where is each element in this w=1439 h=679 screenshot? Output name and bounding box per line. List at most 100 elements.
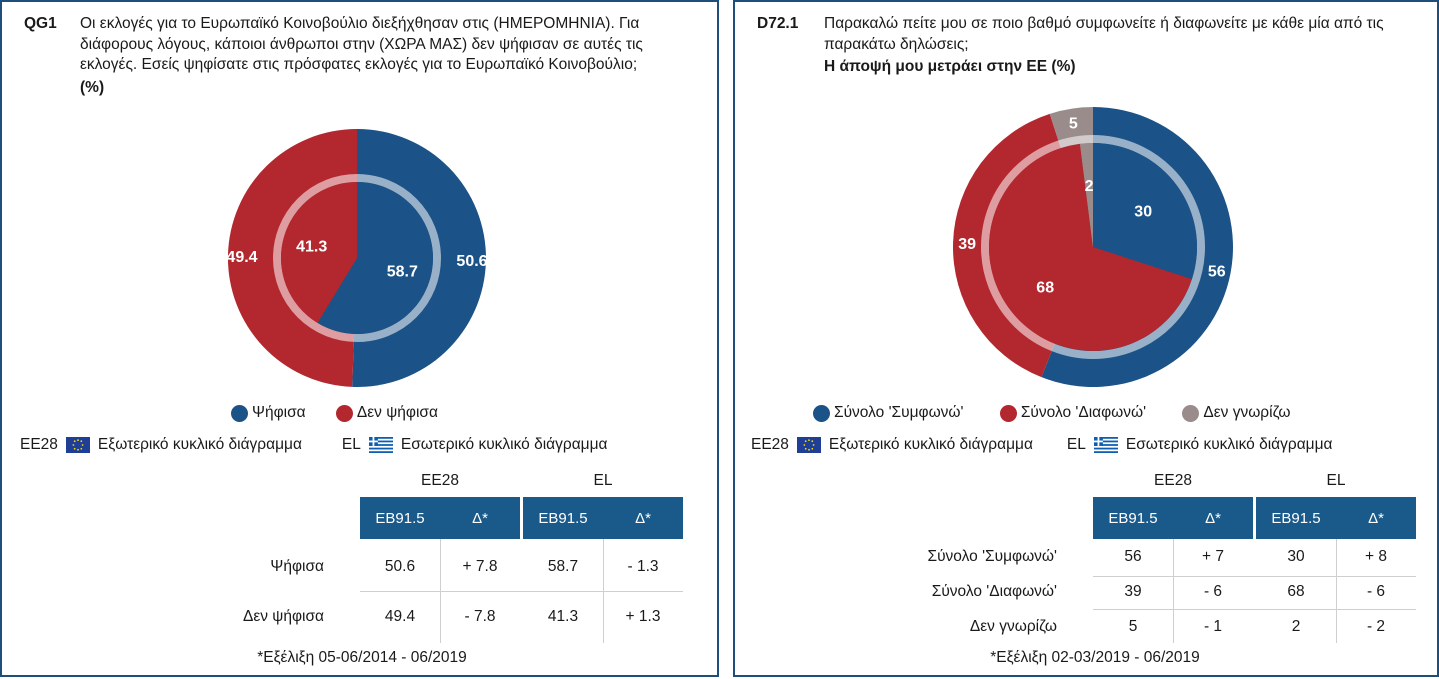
legend-item: Ψήφισα — [231, 404, 306, 422]
column-header: EB91.5 — [1271, 509, 1321, 527]
table-cell: - 1.3 — [627, 558, 659, 575]
table-cell: - 2 — [1366, 618, 1386, 635]
question-text: Οι εκλογές για το Ευρωπαϊκό Κοινοβούλιο … — [80, 14, 692, 98]
table-header: EB91.5 Δ* — [1256, 497, 1416, 539]
table-header: EB91.5 Δ* — [360, 497, 520, 539]
data-label: 49.4 — [226, 249, 257, 266]
column-header: Δ* — [472, 509, 488, 527]
table-cell: 58.7 — [547, 558, 579, 575]
table-divider — [1093, 576, 1416, 577]
inner-pie-slice — [1079, 143, 1093, 247]
legend-swatch — [999, 404, 1017, 422]
pie-chart: 50.6 49.4 58.7 41.3 — [226, 128, 488, 387]
table-group-title: EE28 — [421, 472, 459, 489]
data-label: 2 — [1085, 178, 1094, 195]
column-header: Δ* — [635, 509, 651, 527]
question-code: D72.1 — [757, 15, 799, 32]
table-cell: - 6 — [1366, 583, 1386, 600]
greece-flag-icon — [368, 437, 393, 453]
table-divider — [1336, 539, 1337, 643]
footnote: *Εξέλιξη 05-06/2014 - 06/2019 — [257, 649, 467, 666]
chart-subtitle: Η άποψή μου μετράει στην ΕΕ (%) — [824, 58, 1076, 75]
table-row-label: Δεν γνωρίζω — [969, 618, 1057, 635]
footnote: *Εξέλιξη 02-03/2019 - 06/2019 — [990, 649, 1200, 666]
inner-pie-slice — [317, 182, 433, 334]
question-body: Οι εκλογές για το Ευρωπαϊκό Κοινοβούλιο … — [80, 15, 643, 73]
column-header: Δ* — [1205, 509, 1221, 527]
legend-label: Σύνολο 'Συμφωνώ' — [834, 404, 964, 421]
inner-pie-slice — [1093, 143, 1198, 280]
table-row-label: Ψήφισα — [270, 558, 324, 575]
inner-ring-code: EL — [1066, 436, 1086, 453]
legend-item: Δεν ψήφισα — [335, 404, 438, 422]
legend-swatch — [335, 404, 353, 422]
table-row-label: Δεν ψήφισα — [242, 608, 324, 625]
table-cell: 41.3 — [547, 608, 579, 625]
table-cell: 39 — [1124, 583, 1142, 600]
legend-label: Σύνολο 'Διαφωνώ' — [1020, 404, 1147, 421]
legend-swatch — [231, 404, 248, 422]
table-cell: 68 — [1287, 583, 1305, 600]
table-divider — [1093, 609, 1416, 610]
ring-separator — [981, 135, 1205, 359]
table-cell: - 1 — [1203, 618, 1223, 635]
ring-key: EE28 Εξωτερικό κυκλικό διάγραμμα EL Εσωτ… — [20, 436, 607, 454]
data-label: 41.3 — [296, 238, 327, 255]
chart-panel-opinion: D72.1 Παρακαλώ πείτε μου σε ποιο βαθμό σ… — [733, 0, 1439, 677]
data-label: 58.7 — [387, 264, 418, 281]
column-header: Δ* — [1368, 509, 1384, 527]
data-label: 30 — [1134, 204, 1152, 221]
table-row-label: Σύνολο 'Συμφωνώ' — [927, 548, 1058, 565]
eu-flag-icon — [65, 437, 90, 453]
chart-panel-voting: QG1 Οι εκλογές για το Ευρωπαϊκό Κοινοβού… — [0, 0, 719, 677]
legend-label: Δεν ψήφισα — [356, 404, 438, 421]
table-header: EB91.5 Δ* — [523, 497, 683, 539]
table-header: EB91.5 Δ* — [1093, 497, 1253, 539]
table-divider — [440, 539, 441, 643]
column-header: EB91.5 — [538, 509, 588, 527]
table-cell: + 7.8 — [462, 558, 498, 575]
data-label: 39 — [958, 236, 976, 253]
question-body: Παρακαλώ πείτε μου σε ποιο βαθμό συμφωνε… — [824, 15, 1384, 53]
ring-separator — [273, 174, 441, 342]
column-header: EB91.5 — [1108, 509, 1158, 527]
ring-key: EE28 Εξωτερικό κυκλικό διάγραμμα EL Εσωτ… — [751, 436, 1332, 454]
column-header: EB91.5 — [375, 509, 425, 527]
question-text: Παρακαλώ πείτε μου σε ποιο βαθμό συμφωνε… — [824, 14, 1424, 78]
inner-pie-slice — [989, 143, 1192, 352]
chart-legend: Σύνολο 'Συμφωνώ' Σύνολο 'Διαφωνώ' Δεν γν… — [813, 404, 1316, 427]
table-divider — [1173, 539, 1174, 643]
table-cell: 49.4 — [384, 608, 416, 625]
table-group-title: EE28 — [1154, 472, 1192, 489]
outer-ring-label: Εξωτερικό κυκλικό διάγραμμα — [97, 436, 302, 453]
table-cell: + 1.3 — [625, 608, 661, 625]
chart-subtitle: (%) — [80, 78, 105, 96]
greece-flag-icon — [1093, 437, 1118, 453]
question-code: QG1 — [24, 15, 57, 32]
data-label: 5 — [1069, 116, 1078, 133]
eu-flag-icon — [796, 437, 821, 453]
legend-swatch — [1182, 404, 1200, 422]
table-group-title: EL — [1326, 472, 1346, 489]
table-group-title: EL — [593, 472, 613, 489]
legend-label: Ψήφισα — [252, 404, 306, 421]
pie-chart: 56 39 5 30 68 2 — [952, 107, 1233, 387]
data-label: 68 — [1036, 280, 1054, 297]
table-divider — [360, 591, 683, 592]
table-cell: - 7.8 — [464, 608, 496, 625]
legend-item: Δεν γνωρίζω — [1182, 404, 1290, 422]
table-row-label: Σύνολο 'Διαφωνώ' — [931, 583, 1057, 600]
table-cell: 2 — [1291, 618, 1301, 635]
table-cell: - 6 — [1203, 583, 1223, 600]
table-divider — [603, 539, 604, 643]
table-cell: 5 — [1128, 618, 1138, 635]
table-cell: + 8 — [1365, 548, 1387, 565]
table-cell: 50.6 — [384, 558, 416, 575]
chart-legend: Ψήφισα Δεν ψήφισα — [231, 404, 464, 427]
table-cell: 30 — [1287, 548, 1305, 565]
table-cell: + 7 — [1202, 548, 1224, 565]
inner-pie-slice — [280, 182, 357, 323]
inner-ring-label: Εσωτερικό κυκλικό διάγραμμα — [400, 436, 608, 453]
legend-label: Δεν γνωρίζω — [1203, 404, 1291, 421]
data-label: 50.6 — [456, 253, 487, 270]
